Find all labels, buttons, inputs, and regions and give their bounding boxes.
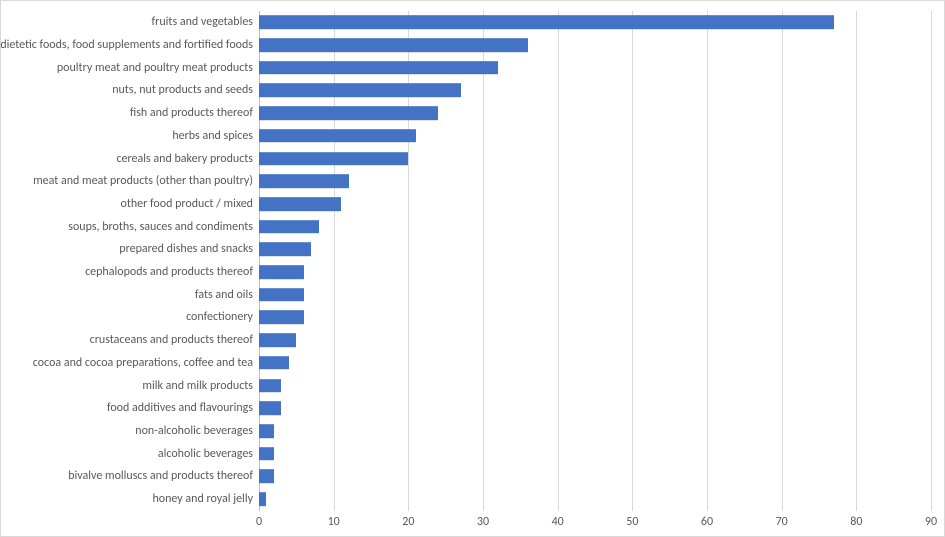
category-label: soups, broths, sauces and condiments [68,220,259,234]
bar-row: soups, broths, sauces and condiments [259,215,931,238]
bar-row: milk and milk products [259,374,931,397]
bar [259,379,281,393]
x-tick-label: 0 [256,515,262,529]
bar-row: dietetic foods, food supplements and for… [259,34,931,57]
category-label: non-alcoholic beverages [135,424,259,438]
bar-row: meat and meat products (other than poult… [259,170,931,193]
category-label: food additives and flavourings [107,401,259,415]
x-tick-label: 50 [626,515,638,529]
bar-row: prepared dishes and snacks [259,238,931,261]
category-label: fruits and vegetables [152,15,259,29]
bar [259,129,416,143]
bar-row: non-alcoholic beverages [259,420,931,443]
x-tick-label: 90 [925,515,937,529]
bar-row: cocoa and cocoa preparations, coffee and… [259,352,931,375]
bar-row: cereals and bakery products [259,147,931,170]
bar [259,243,311,257]
bar-row: food additives and flavourings [259,397,931,420]
gridline [931,11,932,511]
bar-row: fish and products thereof [259,102,931,125]
category-label: dietetic foods, food supplements and for… [0,38,259,52]
bar [259,492,266,506]
category-label: honey and royal jelly [152,492,259,506]
bar [259,311,304,325]
bar [259,174,349,188]
plot-area: 0102030405060708090fruits and vegetables… [259,11,931,511]
bar [259,333,296,347]
bar [259,401,281,415]
bar [259,61,498,75]
bar [259,84,461,98]
category-label: confectionery [186,310,259,324]
bar-row: confectionery [259,306,931,329]
bar-row: bivalve molluscs and products thereof [259,465,931,488]
bar-row: fruits and vegetables [259,11,931,34]
x-tick-label: 70 [776,515,788,529]
bar [259,447,274,461]
bar [259,106,438,120]
bar-chart: 0 10 20 30 40 50 60 70 80 90 fruits and vegetables… [0,0,945,537]
category-label: cereals and bakery products [116,152,259,166]
bar-row: other food product / mixed [259,193,931,216]
category-label: bivalve molluscs and products thereof [68,469,259,483]
category-label: other food product / mixed [121,197,260,211]
category-label: cocoa and cocoa preparations, coffee and… [33,356,259,370]
bar [259,265,304,279]
bar [259,16,834,30]
category-label: crustaceans and products thereof [90,333,259,347]
bar-row: alcoholic beverages [259,442,931,465]
bar [259,220,319,234]
bar [259,38,528,52]
category-label: prepared dishes and snacks [119,242,259,256]
bar-row: cephalopods and products thereof [259,261,931,284]
bar-row: crustaceans and products thereof [259,329,931,352]
category-label: milk and milk products [142,379,259,393]
bar [259,288,304,302]
bar [259,197,341,211]
x-tick-label: 10 [328,515,340,529]
x-tick-label: 80 [850,515,862,529]
x-tick-label: 20 [402,515,414,529]
x-tick-label: 60 [701,515,713,529]
bar [259,152,408,166]
x-tick-label: 40 [552,515,564,529]
category-label: fish and products thereof [130,106,259,120]
bar-row: nuts, nut products and seeds [259,79,931,102]
category-label: nuts, nut products and seeds [112,83,259,97]
category-label: alcoholic beverages [158,447,259,461]
bar [259,470,274,484]
category-label: cephalopods and products thereof [85,265,259,279]
category-label: herbs and spices [172,129,259,143]
category-label: meat and meat products (other than poult… [33,174,259,188]
bar [259,356,289,370]
bar-row: fats and oils [259,283,931,306]
category-label: poultry meat and poultry meat products [57,61,259,75]
x-tick-label: 30 [477,515,489,529]
bar-row: poultry meat and poultry meat products [259,56,931,79]
bar [259,424,274,438]
bar-row: honey and royal jelly [259,488,931,511]
bar-row: herbs and spices [259,125,931,148]
category-label: fats and oils [195,288,259,302]
